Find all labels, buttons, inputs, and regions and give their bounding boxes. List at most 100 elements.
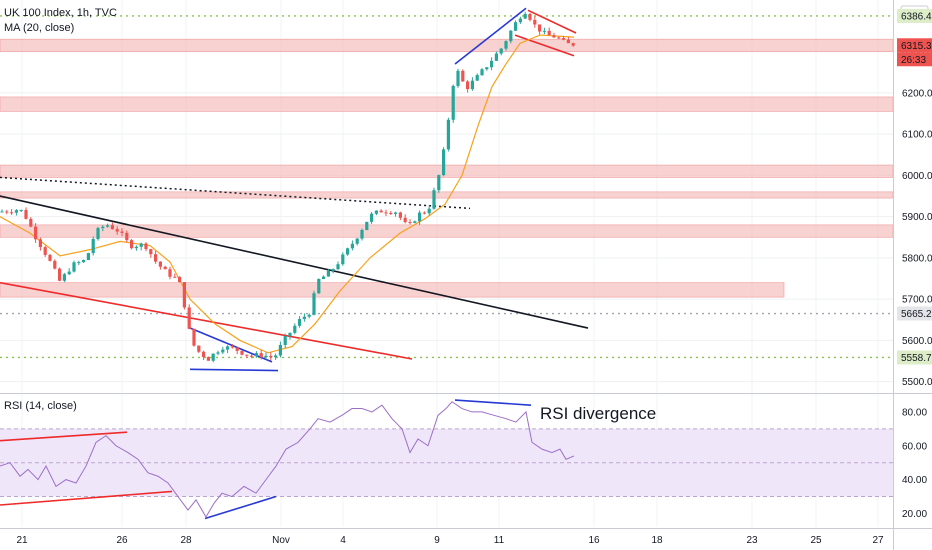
candle-body[interactable]: [571, 43, 575, 46]
candle-body[interactable]: [130, 240, 134, 249]
candle-body[interactable]: [283, 335, 287, 346]
candle-body[interactable]: [427, 208, 431, 214]
candle-body[interactable]: [557, 37, 561, 39]
candle-body[interactable]: [0, 211, 4, 213]
candle-body[interactable]: [67, 271, 71, 275]
candle-body[interactable]: [499, 48, 503, 54]
candle-body[interactable]: [331, 269, 335, 271]
price-trendline[interactable]: [0, 195, 589, 329]
rsi-trendline[interactable]: [0, 490, 173, 506]
candle-body[interactable]: [538, 24, 542, 32]
candle-body[interactable]: [43, 247, 47, 255]
candle-body[interactable]: [422, 212, 426, 214]
candle-body[interactable]: [53, 260, 57, 269]
candle-body[interactable]: [278, 345, 282, 356]
candle-body[interactable]: [101, 226, 105, 229]
candle-body[interactable]: [542, 30, 546, 32]
candle-body[interactable]: [442, 149, 446, 176]
candle-body[interactable]: [302, 316, 306, 320]
candle-body[interactable]: [432, 190, 436, 209]
candle-body[interactable]: [19, 209, 23, 211]
candle-body[interactable]: [58, 268, 62, 281]
candle-body[interactable]: [221, 349, 225, 353]
candle-body[interactable]: [139, 243, 143, 247]
candle-body[interactable]: [29, 218, 33, 227]
candle-body[interactable]: [552, 35, 556, 38]
candle-body[interactable]: [86, 253, 90, 260]
candle-body[interactable]: [326, 270, 330, 277]
candle-body[interactable]: [106, 225, 110, 227]
candle-body[interactable]: [259, 353, 263, 358]
candles[interactable]: [0, 11, 575, 363]
candle-body[interactable]: [518, 18, 522, 23]
price-trendline[interactable]: [0, 281, 413, 360]
candle-body[interactable]: [72, 262, 76, 272]
candle-body[interactable]: [197, 345, 201, 352]
candle-body[interactable]: [374, 210, 378, 214]
candle-body[interactable]: [240, 350, 244, 355]
candle-body[interactable]: [360, 229, 364, 239]
candle-body[interactable]: [264, 355, 268, 358]
candle-body[interactable]: [451, 85, 455, 120]
candle-body[interactable]: [115, 229, 119, 232]
candle-body[interactable]: [250, 355, 254, 357]
candle-body[interactable]: [125, 232, 129, 241]
rsi-legend[interactable]: RSI (14, close): [4, 400, 77, 412]
candle-body[interactable]: [322, 276, 326, 280]
candle-body[interactable]: [350, 243, 354, 249]
candle-body[interactable]: [230, 346, 234, 348]
rsi-trendline[interactable]: [204, 495, 277, 520]
candle-body[interactable]: [235, 347, 239, 351]
candle-body[interactable]: [144, 243, 148, 250]
rsi-panel[interactable]: [0, 393, 932, 498]
candle-body[interactable]: [182, 282, 186, 308]
candle-body[interactable]: [341, 254, 345, 265]
price-trendline[interactable]: [527, 9, 577, 34]
candle-body[interactable]: [178, 276, 182, 283]
candle-body[interactable]: [134, 246, 138, 249]
candle-body[interactable]: [365, 221, 369, 230]
candle-body[interactable]: [38, 239, 42, 248]
candle-body[interactable]: [216, 352, 220, 354]
symbol-legend[interactable]: UK 100 Index, 1h, TVC: [4, 7, 117, 19]
candle-body[interactable]: [403, 217, 407, 223]
candle-body[interactable]: [62, 274, 66, 281]
candle-body[interactable]: [10, 212, 14, 214]
candle-body[interactable]: [312, 293, 316, 315]
candle-body[interactable]: [466, 81, 470, 90]
trendlines[interactable]: [0, 7, 589, 520]
candle-body[interactable]: [384, 212, 388, 214]
candle-body[interactable]: [370, 213, 374, 222]
candle-body[interactable]: [480, 69, 484, 76]
candle-body[interactable]: [77, 262, 81, 264]
candle-body[interactable]: [307, 314, 311, 317]
candle-body[interactable]: [288, 332, 292, 336]
candle-body[interactable]: [149, 249, 153, 255]
price-trendline[interactable]: [189, 327, 273, 363]
candle-body[interactable]: [504, 41, 508, 49]
candle-body[interactable]: [379, 210, 383, 213]
candle-body[interactable]: [494, 53, 498, 61]
candle-body[interactable]: [509, 30, 513, 42]
candle-body[interactable]: [562, 38, 566, 40]
candle-body[interactable]: [355, 238, 359, 244]
candle-body[interactable]: [437, 175, 441, 191]
candle-body[interactable]: [120, 231, 124, 233]
candle-body[interactable]: [96, 228, 100, 240]
candle-body[interactable]: [158, 261, 162, 267]
candle-body[interactable]: [226, 346, 230, 350]
candle-body[interactable]: [485, 67, 489, 70]
candle-body[interactable]: [533, 19, 537, 25]
price-trendline[interactable]: [0, 176, 471, 210]
price-trendline[interactable]: [454, 7, 527, 65]
candle-body[interactable]: [192, 328, 196, 346]
candle-body[interactable]: [48, 254, 52, 261]
candle-body[interactable]: [24, 209, 28, 219]
candle-body[interactable]: [110, 225, 114, 230]
candle-body[interactable]: [418, 212, 422, 222]
candle-body[interactable]: [456, 70, 460, 86]
candle-body[interactable]: [475, 75, 479, 81]
candle-body[interactable]: [173, 276, 177, 278]
